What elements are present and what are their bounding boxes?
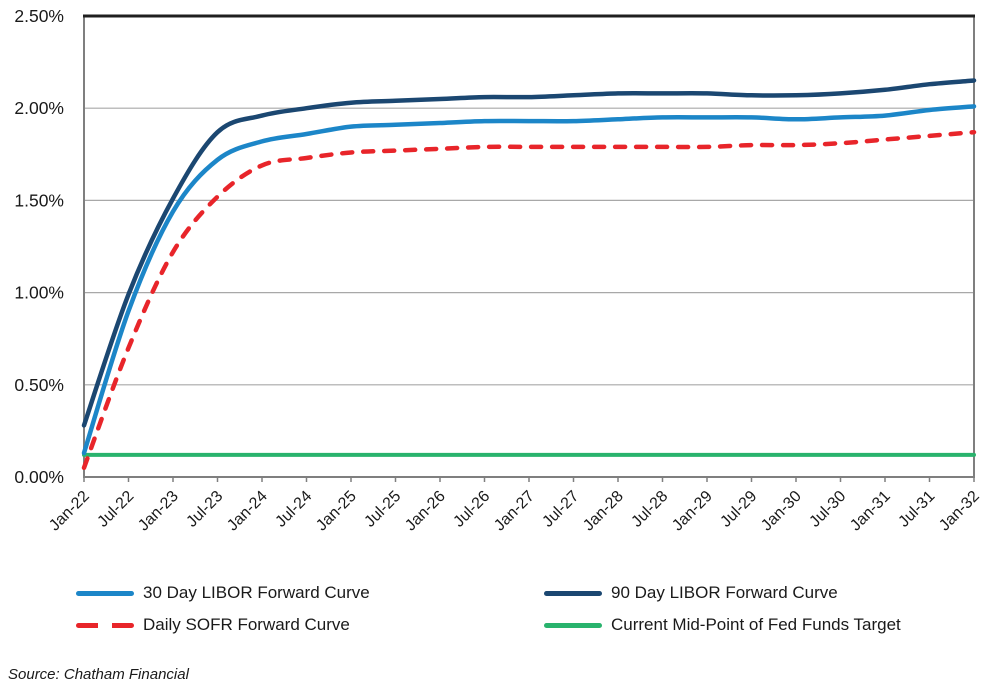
x-axis-tick-label: Jul-27 (539, 488, 582, 531)
y-axis-tick-label: 1.50% (14, 190, 64, 210)
legend-label-daily-sofr: Daily SOFR Forward Curve (143, 614, 350, 634)
y-axis-tick-label: 2.00% (14, 98, 64, 118)
legend-label-fed-funds: Current Mid-Point of Fed Funds Target (611, 614, 901, 634)
forward-curves-chart: 0.00%0.50%1.00%1.50%2.00%2.50%Jan-22 Jul-… (14, 6, 983, 535)
source-note: Source: Chatham Financial (8, 666, 189, 683)
daily-sofr-curve (81, 129, 977, 471)
legend-label-30day-libor: 30 Day LIBOR Forward Curve (143, 583, 370, 602)
y-axis-tick-label: 2.50% (14, 6, 64, 26)
y-axis-tick-label: 0.00% (14, 467, 64, 487)
x-axis-tick-label: Jul-22 (94, 488, 137, 531)
legend-item-daily-sofr: Daily SOFR Forward Curve (76, 614, 544, 635)
90day-libor-line-swatch (544, 590, 602, 596)
x-axis-tick-label: Jul-23 (183, 488, 226, 531)
x-axis-tick-label: Jan-24 (224, 488, 271, 535)
x-axis-tick-label: Jan-22 (46, 488, 93, 535)
legend-item-30day-libor: 30 Day LIBOR Forward Curve (76, 583, 544, 603)
x-axis-tick-label: Jul-29 (717, 488, 760, 531)
x-axis-tick-label: Jul-31 (895, 488, 938, 531)
30day-libor-curve (81, 104, 977, 456)
30day-libor-line-swatch (76, 590, 134, 596)
x-axis-tick-label: Jul-28 (628, 488, 671, 531)
daily-sofr-line-swatch (76, 622, 134, 628)
x-axis-tick-label: Jan-30 (758, 488, 805, 535)
x-axis-tick-label: Jan-29 (669, 488, 716, 535)
legend-item-90day-libor: 90 Day LIBOR Forward Curve (544, 583, 1000, 603)
x-axis-tick-label: Jul-25 (361, 488, 404, 531)
x-axis-tick-label: Jan-31 (847, 488, 894, 535)
chart-legend: 30 Day LIBOR Forward Curve 90 Day LIBOR … (0, 583, 1000, 635)
90day-libor-curve (81, 78, 977, 428)
legend-label-90day-libor: 90 Day LIBOR Forward Curve (611, 583, 838, 602)
x-axis-tick-label: Jan-28 (580, 488, 627, 535)
x-axis-tick-label: Jan-32 (936, 488, 983, 535)
x-axis-tick-label: Jul-24 (272, 488, 315, 531)
x-axis-tick-label: Jan-26 (402, 488, 449, 535)
x-axis-tick-label: Jan-27 (491, 488, 538, 535)
y-axis-tick-label: 1.00% (14, 283, 64, 303)
x-axis-tick-label: Jul-30 (806, 488, 849, 531)
fed-funds-line-swatch (544, 622, 602, 628)
x-axis-tick-label: Jan-23 (135, 488, 182, 535)
x-axis-tick-label: Jan-25 (313, 488, 360, 535)
x-axis-tick-label: Jul-26 (450, 488, 493, 531)
y-axis-tick-label: 0.50% (14, 375, 64, 395)
legend-item-fed-funds: Current Mid-Point of Fed Funds Target (544, 614, 1000, 635)
